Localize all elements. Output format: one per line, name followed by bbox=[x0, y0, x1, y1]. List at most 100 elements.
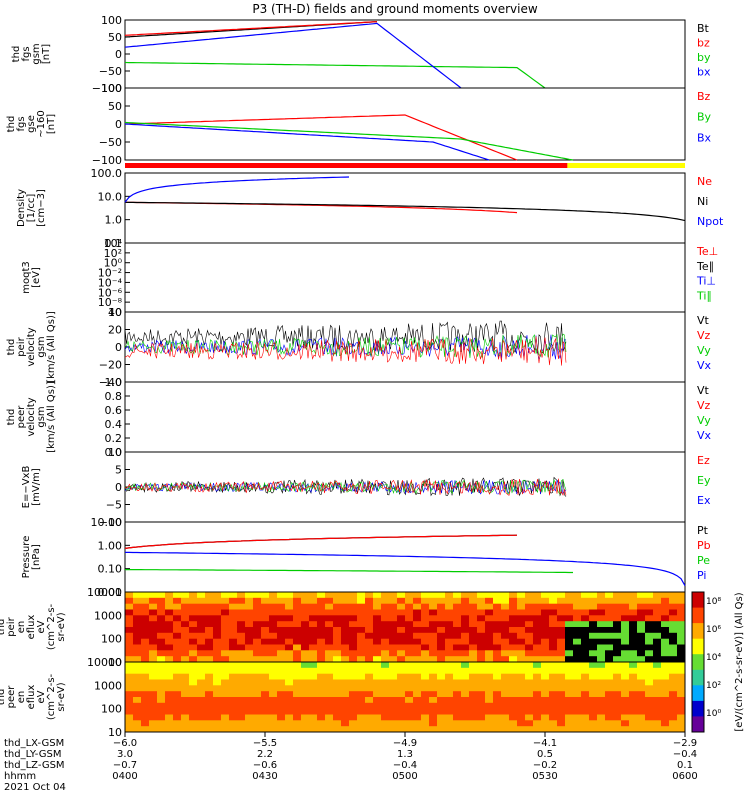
spectrogram-cell bbox=[589, 673, 598, 680]
spectrogram-cell bbox=[525, 632, 534, 640]
spectrogram-cell bbox=[445, 609, 454, 616]
spectrogram-cell bbox=[133, 685, 142, 692]
spectrogram-cell bbox=[637, 644, 646, 651]
spectrogram-cell bbox=[341, 702, 350, 710]
x-tick-label: −0.4 bbox=[673, 749, 697, 760]
spectrogram-cell bbox=[461, 656, 470, 663]
y-tick-label: 40 bbox=[108, 306, 122, 319]
spectrogram-cell bbox=[453, 714, 462, 721]
spectrogram-cell bbox=[325, 650, 334, 657]
spectrogram-cell bbox=[565, 609, 574, 616]
spectrogram-cell bbox=[621, 685, 630, 692]
spectrogram-cell bbox=[301, 702, 310, 710]
spectrogram-cell bbox=[629, 720, 638, 727]
spectrogram-cell bbox=[317, 708, 326, 715]
y-tick-label: 1.0 bbox=[105, 214, 123, 227]
colorbar-tick-label: 10² bbox=[706, 681, 721, 691]
spectrogram-cell bbox=[293, 656, 302, 663]
noise-trace bbox=[124, 320, 567, 354]
spectrogram-cell bbox=[509, 650, 518, 657]
x-tick-label: 0600 bbox=[672, 771, 697, 782]
spectrogram-cell bbox=[157, 691, 166, 698]
spectrogram-cell bbox=[405, 720, 414, 727]
spectrogram-cell bbox=[469, 644, 478, 651]
spectrogram-cell bbox=[357, 609, 366, 616]
spectrogram-cell bbox=[389, 673, 398, 680]
spectrogram-cell bbox=[197, 592, 206, 599]
spectrogram-cell bbox=[581, 667, 590, 675]
spectrogram-cell bbox=[493, 627, 502, 634]
spectrogram-cell bbox=[221, 597, 230, 605]
spectrogram-cell bbox=[597, 644, 606, 651]
colorbar-segment bbox=[692, 669, 704, 686]
colorbar-segment bbox=[692, 592, 704, 609]
spectrogram-cell bbox=[389, 708, 398, 715]
spectrogram-cell bbox=[557, 679, 566, 686]
spectrogram-cell bbox=[637, 673, 646, 680]
spectrogram-cell bbox=[645, 621, 654, 628]
spectrogram-cell bbox=[637, 632, 646, 640]
spectrogram-cell bbox=[461, 650, 470, 657]
spectrogram-cell bbox=[365, 603, 374, 610]
spectrogram-cell bbox=[629, 726, 638, 733]
spectrogram-cell bbox=[669, 679, 678, 686]
spectrogram-cell bbox=[309, 656, 318, 663]
spectrogram-cell bbox=[325, 691, 334, 698]
spectrogram-cell bbox=[653, 603, 662, 610]
spectrogram-cell bbox=[405, 726, 414, 733]
spectrogram-cell bbox=[549, 592, 558, 599]
spectrogram-cell bbox=[245, 592, 254, 599]
spectrogram-cell bbox=[261, 714, 270, 721]
spectrogram-cell bbox=[493, 638, 502, 645]
spectrogram-cell bbox=[653, 592, 662, 599]
spectrogram-cell bbox=[397, 615, 406, 622]
spectrogram-cell bbox=[661, 632, 670, 640]
spectrogram-cell bbox=[317, 632, 326, 640]
spectrogram-cell bbox=[429, 708, 438, 715]
spectrogram-cell bbox=[557, 720, 566, 727]
spectrogram-cell bbox=[477, 726, 486, 733]
spectrogram-cell bbox=[509, 697, 518, 704]
spectrogram-cell bbox=[509, 603, 518, 610]
spectrogram-cell bbox=[157, 697, 166, 704]
spectrogram-cell bbox=[381, 632, 390, 640]
spectrogram-cell bbox=[253, 720, 262, 727]
spectrogram-cell bbox=[157, 656, 166, 663]
spectrogram-cell bbox=[525, 702, 534, 710]
spectrogram-cell bbox=[165, 726, 174, 733]
spectrogram-cell bbox=[245, 714, 254, 721]
spectrogram-cell bbox=[429, 726, 438, 733]
spectrogram-cell bbox=[181, 609, 190, 616]
spectrogram-cell bbox=[485, 662, 494, 669]
y-tick-label: 10.0 bbox=[98, 190, 123, 203]
spectrogram-cell bbox=[365, 708, 374, 715]
spectrogram-cell bbox=[325, 638, 334, 645]
spectrogram-cell bbox=[541, 691, 550, 698]
spectrogram-cell bbox=[597, 702, 606, 710]
spectrogram-cell bbox=[389, 714, 398, 721]
spectrogram-cell bbox=[293, 726, 302, 733]
spectrogram-cell bbox=[205, 650, 214, 657]
spectrogram-cell bbox=[677, 691, 686, 698]
spectrogram-cell bbox=[573, 726, 582, 733]
spectrogram-cell bbox=[557, 609, 566, 616]
spectrogram-cell bbox=[269, 644, 278, 651]
spectrogram-cell bbox=[677, 720, 686, 727]
spectrogram-cell bbox=[485, 592, 494, 599]
spectrogram-cell bbox=[509, 691, 518, 698]
y-tick-label: −5 bbox=[106, 499, 122, 512]
legend-label-pressure: Pb bbox=[697, 539, 711, 552]
spectrogram-cell bbox=[453, 621, 462, 628]
spectrogram-cell bbox=[469, 621, 478, 628]
spectrogram-cell bbox=[261, 720, 270, 727]
spectrogram-cell bbox=[557, 597, 566, 605]
spectrogram-cell bbox=[309, 662, 318, 669]
spectrogram-cell bbox=[149, 673, 158, 680]
y-axis-label: sr-eV) bbox=[56, 682, 67, 711]
spectrogram-cell bbox=[125, 679, 134, 686]
spectrogram-cell bbox=[357, 714, 366, 721]
spectrogram-cell bbox=[557, 726, 566, 733]
spectrogram-cell bbox=[477, 673, 486, 680]
spectrogram-cell bbox=[445, 656, 454, 663]
